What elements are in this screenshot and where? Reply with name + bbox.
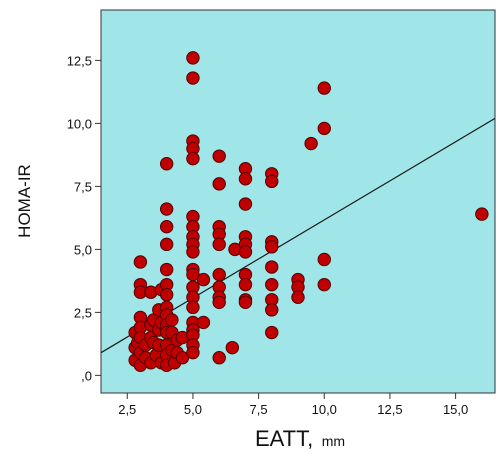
x-tick-label: 7,5	[250, 402, 268, 417]
x-axis-title-unit: mm	[322, 433, 345, 449]
data-point	[317, 277, 331, 292]
data-point	[186, 51, 200, 65]
data-point	[238, 245, 253, 259]
y-axis-title: HOMA-IR	[15, 164, 34, 238]
data-point	[196, 315, 211, 330]
x-axis-title-main: EATT,	[255, 426, 313, 451]
x-tick-label: 10,0	[312, 402, 337, 417]
data-point	[304, 136, 318, 151]
data-point	[165, 313, 179, 327]
data-point	[238, 295, 253, 309]
data-point	[265, 303, 279, 317]
data-point	[225, 340, 240, 355]
data-point	[212, 295, 226, 309]
data-point	[238, 172, 253, 186]
x-tick-label: 12,5	[377, 402, 402, 417]
data-point	[186, 300, 200, 315]
data-point	[212, 351, 226, 365]
y-tick-label: 5,0	[74, 242, 92, 257]
data-point	[238, 197, 253, 211]
data-point	[186, 245, 200, 259]
data-point	[159, 288, 174, 302]
data-point	[159, 219, 174, 234]
data-point	[265, 240, 279, 254]
x-tick-label: 2,5	[118, 402, 136, 417]
data-point	[317, 252, 331, 267]
data-point	[159, 202, 174, 216]
x-axis-title: EATT, mm	[255, 426, 345, 451]
data-point	[196, 272, 211, 287]
data-point	[265, 174, 279, 189]
y-tick-label: 12,5	[67, 53, 92, 68]
data-point	[475, 207, 489, 221]
data-point	[186, 151, 200, 166]
data-point	[265, 277, 279, 292]
data-point	[186, 71, 200, 85]
data-point	[186, 345, 200, 360]
data-point	[265, 260, 279, 274]
data-point	[159, 237, 174, 252]
data-point	[291, 290, 305, 304]
data-point	[212, 177, 226, 191]
y-tick-label: 2,5	[74, 305, 92, 320]
data-point	[317, 81, 331, 95]
y-tick-label: ,0	[81, 368, 92, 383]
data-point	[265, 325, 279, 340]
data-point	[133, 255, 148, 269]
x-tick-label: 15,0	[443, 402, 468, 417]
data-point	[212, 149, 226, 163]
x-tick-label: 5,0	[184, 402, 202, 417]
y-tick-label: 10,0	[67, 116, 92, 131]
data-point	[212, 237, 226, 252]
data-point	[212, 267, 226, 282]
data-point	[238, 277, 253, 292]
y-tick-label: 7,5	[74, 179, 92, 194]
data-point	[317, 121, 331, 136]
data-point	[159, 262, 174, 277]
data-point	[159, 157, 174, 171]
